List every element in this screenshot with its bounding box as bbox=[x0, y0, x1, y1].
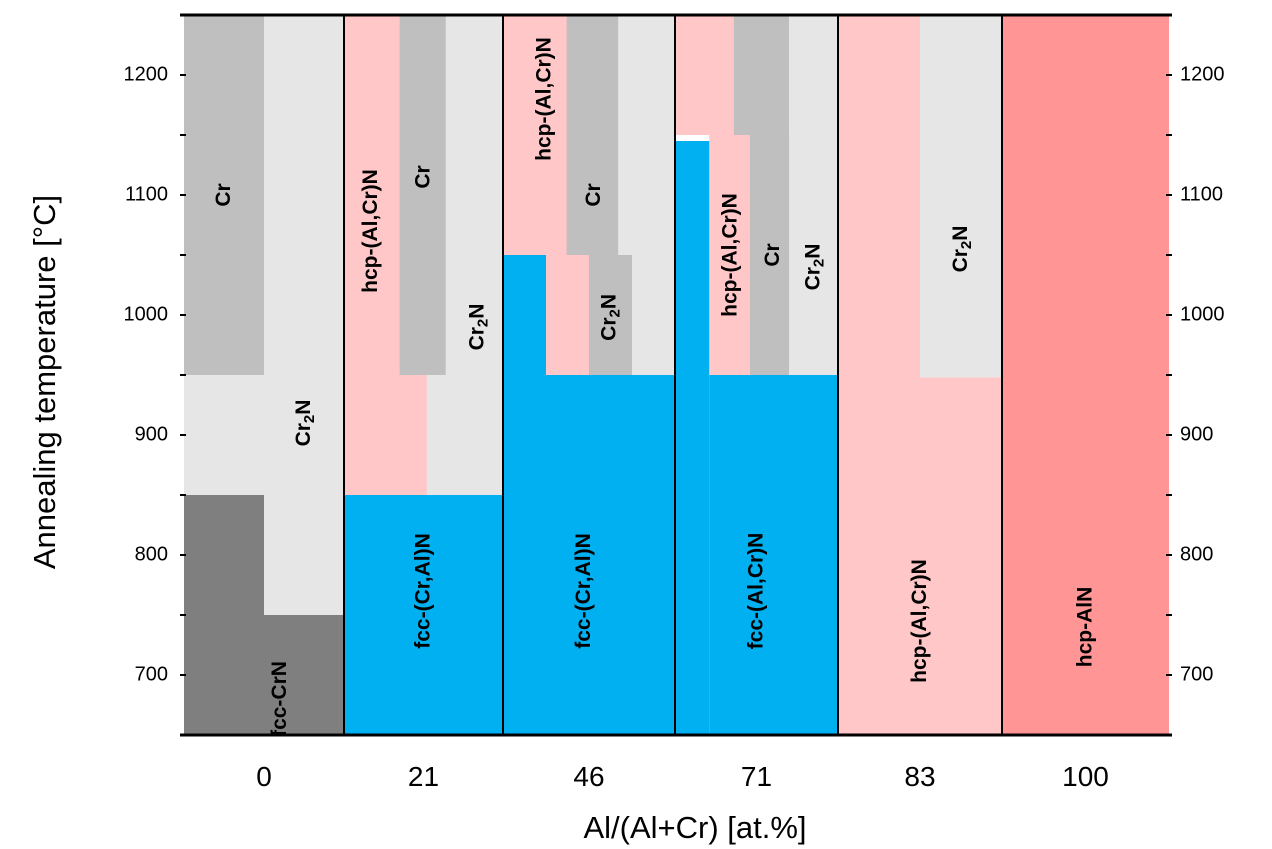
phase-region-cr-col1 bbox=[399, 15, 446, 375]
phase-region-cr-col0 bbox=[184, 15, 264, 375]
y-tick-label-right: 800 bbox=[1180, 543, 1213, 565]
phase-region-hcp-col4 bbox=[838, 15, 920, 735]
phase-region-cr2n-col3 bbox=[789, 15, 838, 375]
phase-label: Cr2N bbox=[597, 294, 623, 341]
phase-region-cr2n-col0 bbox=[264, 15, 344, 615]
y-tick-label-right: 1100 bbox=[1180, 183, 1223, 205]
y-tick-label-right: 700 bbox=[1180, 663, 1213, 685]
phase-region-cr2n-col4 bbox=[920, 15, 1002, 378]
y-tick-label-left: 700 bbox=[135, 663, 168, 685]
x-category-label: 21 bbox=[408, 761, 439, 792]
phase-region-fcc-crn-col0 bbox=[264, 615, 344, 735]
x-axis-title: Al/(Al+Cr) [at.%] bbox=[583, 810, 806, 845]
y-tick-label-left: 1000 bbox=[124, 303, 169, 325]
column-separators bbox=[343, 15, 1003, 735]
y-tick-label-left: 1200 bbox=[124, 63, 169, 85]
phase-region-cr-col3 bbox=[749, 135, 790, 375]
phase-label: Cr bbox=[582, 183, 605, 206]
phase-label: hcp-(Al,Cr)N bbox=[532, 37, 555, 161]
phase-region-hcp-aln-col5 bbox=[1002, 15, 1169, 735]
phase-region-fcc-col2 bbox=[546, 375, 675, 735]
phase-labels: Cr Cr2N fcc-CrN hcp-(Al,Cr)N Cr Cr2N fcc-(Cr,A… bbox=[212, 37, 1097, 737]
phase-label: Cr2N bbox=[949, 226, 975, 273]
phase-region-fcc-col2 bbox=[503, 255, 546, 735]
phase-label: hcp-(Al,Cr)N bbox=[908, 559, 931, 683]
phase-region-fcc-col3 bbox=[675, 141, 710, 735]
y-tick-label-right: 1200 bbox=[1180, 63, 1225, 85]
phase-region-hcp-col4 bbox=[920, 377, 1002, 735]
x-category-label: 46 bbox=[573, 761, 604, 792]
axes bbox=[180, 13, 1172, 737]
phase-label: Cr bbox=[212, 183, 235, 206]
phase-label: fcc-(Cr,Al)N bbox=[411, 533, 434, 649]
phase-region-cr2n-col1 bbox=[426, 375, 446, 495]
y-tick-label-left: 900 bbox=[135, 423, 168, 445]
phase-label: hcp-(Al,Cr)N bbox=[359, 169, 382, 293]
phase-label: fcc-(Al,Cr)N bbox=[744, 533, 767, 650]
phase-region-cr-col3 bbox=[733, 15, 790, 135]
phase-region-fcc-col3 bbox=[709, 375, 838, 735]
phase-label: Cr bbox=[760, 243, 783, 266]
phase-label: hcp-AlN bbox=[1073, 587, 1096, 668]
x-category-label: 83 bbox=[904, 761, 935, 792]
y-tick-label-right: 900 bbox=[1180, 423, 1213, 445]
phase-regions bbox=[184, 15, 1169, 735]
phase-region-cr2n-col1 bbox=[445, 15, 503, 495]
phase-label: hcp-(Al,Cr)N bbox=[718, 193, 741, 317]
phase-region-cr2n-col0 bbox=[184, 375, 264, 495]
phase-region-fcc-crn-col0 bbox=[184, 495, 264, 735]
x-category-label: 71 bbox=[741, 761, 772, 792]
y-tick-label-right: 1000 bbox=[1180, 303, 1225, 325]
phase-region-cr-col2 bbox=[566, 15, 619, 255]
phase-region-cr-col2 bbox=[589, 255, 632, 375]
phase-region-fcc-col1 bbox=[344, 495, 503, 735]
y-axis-title: Annealing temperature [°C] bbox=[27, 195, 62, 569]
phase-region-hcp-col2 bbox=[546, 255, 589, 375]
phase-label: Cr2N bbox=[465, 304, 491, 351]
phase-label: fcc-CrN bbox=[268, 661, 291, 737]
phase-label: fcc-(Cr,Al)N bbox=[571, 533, 594, 649]
x-category-label: 0 bbox=[256, 761, 272, 792]
phase-region-hcp-col3 bbox=[709, 135, 750, 375]
y-tick-label-left: 1100 bbox=[125, 183, 168, 205]
x-category-label: 100 bbox=[1062, 761, 1109, 792]
y-tick-label-left: 800 bbox=[135, 543, 168, 565]
phase-label: Cr2N bbox=[801, 244, 827, 291]
phase-label: Cr2N bbox=[292, 400, 318, 447]
phase-label: Cr bbox=[411, 165, 434, 188]
phase-region-hcp-col3 bbox=[675, 15, 734, 135]
